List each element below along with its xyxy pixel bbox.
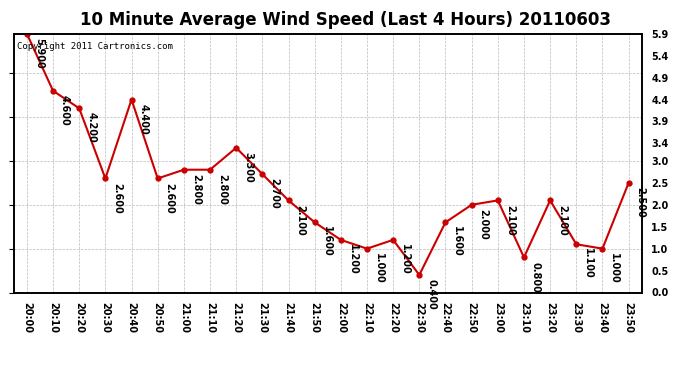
Text: Copyright 2011 Cartronics.com: Copyright 2011 Cartronics.com [17, 42, 172, 51]
Text: 5.900: 5.900 [34, 38, 44, 69]
Text: 0.400: 0.400 [426, 279, 436, 310]
Text: 3.300: 3.300 [243, 152, 253, 183]
Text: 4.400: 4.400 [139, 104, 148, 135]
Text: 4.200: 4.200 [86, 112, 96, 143]
Text: 2.800: 2.800 [217, 174, 227, 205]
Text: 1.000: 1.000 [374, 253, 384, 284]
Text: 1.600: 1.600 [322, 226, 332, 257]
Text: 2.500: 2.500 [635, 187, 646, 218]
Text: 0.800: 0.800 [531, 262, 541, 292]
Text: 4.600: 4.600 [60, 95, 70, 126]
Text: 10 Minute Average Wind Speed (Last 4 Hours) 20110603: 10 Minute Average Wind Speed (Last 4 Hou… [79, 11, 611, 29]
Text: 1.100: 1.100 [583, 248, 593, 279]
Text: 2.600: 2.600 [112, 183, 122, 213]
Text: 2.000: 2.000 [479, 209, 489, 240]
Text: 1.200: 1.200 [348, 244, 358, 275]
Text: 2.100: 2.100 [557, 205, 567, 236]
Text: 1.000: 1.000 [609, 253, 620, 284]
Text: 1.200: 1.200 [400, 244, 410, 275]
Text: 1.600: 1.600 [453, 226, 462, 257]
Text: 2.800: 2.800 [191, 174, 201, 205]
Text: 2.100: 2.100 [295, 205, 306, 236]
Text: 2.100: 2.100 [505, 205, 515, 236]
Text: 2.600: 2.600 [165, 183, 175, 213]
Text: 2.700: 2.700 [269, 178, 279, 209]
